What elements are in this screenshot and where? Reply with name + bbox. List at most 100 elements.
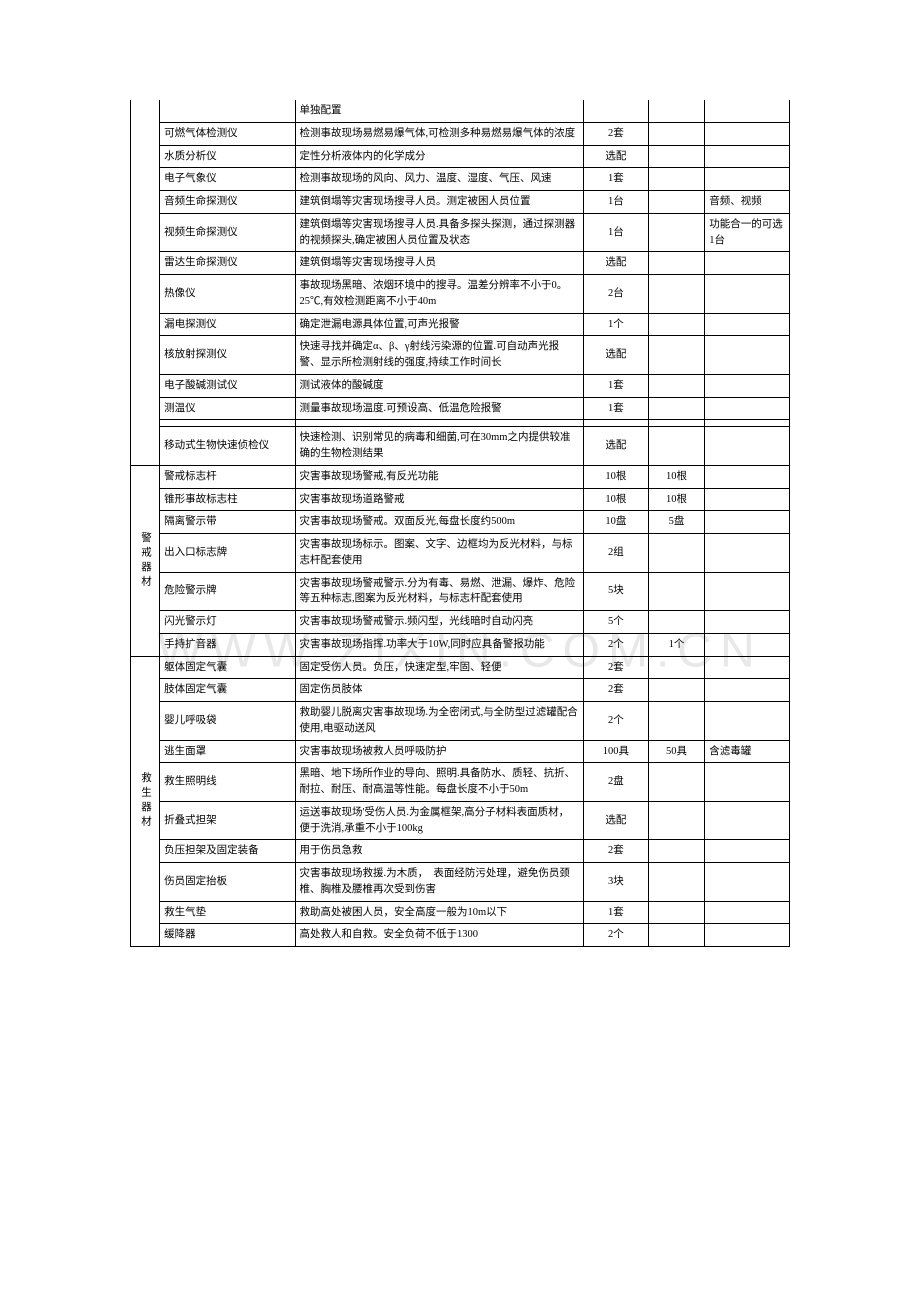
qty1-cell: 5个 <box>583 611 648 634</box>
qty2-cell <box>648 924 705 947</box>
name-cell: 移动式生物快速侦检仪 <box>160 427 295 466</box>
category-cell <box>131 100 160 465</box>
table-row: 锥形事故标志柱灾害事故现场道路警戒10根10根 <box>131 488 790 511</box>
qty2-cell: 1个 <box>648 633 705 656</box>
qty2-cell <box>648 863 705 902</box>
qty1-cell: 2套 <box>583 840 648 863</box>
qty1-cell: 10盘 <box>583 511 648 534</box>
table-row: 救生气垫救助高处被困人员，安全高度一般为10m以下1套 <box>131 901 790 924</box>
table-row: 电子气象仪检测事故现场的风向、风力、温度、湿度、气压、风速1套 <box>131 168 790 191</box>
note-cell <box>705 397 790 420</box>
note-cell <box>705 420 790 427</box>
table-row: 婴儿呼吸袋救助婴儿脱离灾害事故现场.为全密闭式,与全防型过滤罐配合使用,电驱动送… <box>131 702 790 741</box>
note-cell <box>705 275 790 314</box>
name-cell <box>160 100 295 122</box>
qty1-cell: 1台 <box>583 191 648 214</box>
description-cell: 灾害事故现场标示。图案、文字、边框均为反光材料，与标志杆配套使用 <box>295 534 583 573</box>
note-cell <box>705 427 790 466</box>
description-cell: 事故现场黑暗、浓烟环境中的搜寻。温差分辨率不小于0。25℃,有效检测距离不小于4… <box>295 275 583 314</box>
table-row: 逃生面罩灾害事故现场被救人员呼吸防护100具50具含滤毒罐 <box>131 740 790 763</box>
table-row: 缓降器高处救人和自救。安全负荷不低于13002个 <box>131 924 790 947</box>
note-cell <box>705 168 790 191</box>
table-row: 漏电探测仪确定泄漏电源具体位置,可声光报警1个 <box>131 313 790 336</box>
name-cell: 伤员固定抬板 <box>160 863 295 902</box>
note-cell <box>705 336 790 375</box>
description-cell: 灾害事故现场警戒,有反光功能 <box>295 465 583 488</box>
table-row: 视频生命探测仪建筑倒塌等灾害现场搜寻人员.具备多探头探测，通过探测器的视频探头,… <box>131 213 790 252</box>
table-row: 测温仪测量事故现场温度.可预设高、低温危险报警1套 <box>131 397 790 420</box>
qty2-cell: 10根 <box>648 488 705 511</box>
description-cell: 用于伤员急救 <box>295 840 583 863</box>
description-cell: 建筑倒塌等灾害现场搜寻人员.具备多探头探测，通过探测器的视频探头,确定被困人员位… <box>295 213 583 252</box>
qty2-cell <box>648 801 705 840</box>
table-row: 负压担架及固定装备用于伤员急救2套 <box>131 840 790 863</box>
table-row: 肢体固定气囊固定伤员肢体2套 <box>131 679 790 702</box>
qty2-cell <box>648 534 705 573</box>
qty1-cell: 1套 <box>583 901 648 924</box>
qty1-cell: 2个 <box>583 924 648 947</box>
name-cell: 危险警示牌 <box>160 572 295 611</box>
qty2-cell <box>648 374 705 397</box>
qty1-cell: 选配 <box>583 336 648 375</box>
name-cell: 雷达生命探测仪 <box>160 252 295 275</box>
note-cell <box>705 863 790 902</box>
note-cell <box>705 145 790 168</box>
description-cell: 救助婴儿脱离灾害事故现场.为全密闭式,与全防型过滤罐配合使用,电驱动送风 <box>295 702 583 741</box>
description-cell: 运送事故现场'受伤人员.为金属框架,高分子材料表面质材，便于洗消,承重不小于10… <box>295 801 583 840</box>
qty2-cell <box>648 840 705 863</box>
description-cell: 快速检测、识别常见的病毒和细菌,可在30mm之内提供较准确的生物检测结果 <box>295 427 583 466</box>
name-cell: 热像仪 <box>160 275 295 314</box>
qty1-cell: 1套 <box>583 397 648 420</box>
note-cell <box>705 656 790 679</box>
name-cell: 警戒标志杆 <box>160 465 295 488</box>
qty2-cell <box>648 100 705 122</box>
name-cell: 电子气象仪 <box>160 168 295 191</box>
description-cell: 建筑倒塌等灾害现场搜寻人员。测定被困人员位置 <box>295 191 583 214</box>
table-row: 警戒器材警戒标志杆灾害事故现场警戒,有反光功能10根10根 <box>131 465 790 488</box>
table-row: 折叠式担架运送事故现场'受伤人员.为金属框架,高分子材料表面质材，便于洗消,承重… <box>131 801 790 840</box>
name-cell: 躯体固定气囊 <box>160 656 295 679</box>
name-cell: 折叠式担架 <box>160 801 295 840</box>
name-cell: 锥形事故标志柱 <box>160 488 295 511</box>
qty2-cell <box>648 611 705 634</box>
qty1-cell: 选配 <box>583 252 648 275</box>
note-cell <box>705 122 790 145</box>
name-cell: 救生气垫 <box>160 901 295 924</box>
table-row: 单独配置 <box>131 100 790 122</box>
qty2-cell <box>648 702 705 741</box>
qty1-cell: 选配 <box>583 801 648 840</box>
qty1-cell: 1个 <box>583 313 648 336</box>
qty1-cell: 10根 <box>583 465 648 488</box>
description-cell: 救助高处被困人员，安全高度一般为10m以下 <box>295 901 583 924</box>
qty1-cell: 2套 <box>583 679 648 702</box>
name-cell: 肢体固定气囊 <box>160 679 295 702</box>
note-cell <box>705 702 790 741</box>
qty1-cell: 1台 <box>583 213 648 252</box>
note-cell <box>705 679 790 702</box>
note-cell <box>705 633 790 656</box>
name-cell: 水质分析仪 <box>160 145 295 168</box>
note-cell <box>705 465 790 488</box>
qty1-cell: 2套 <box>583 122 648 145</box>
description-cell: 建筑倒塌等灾害现场搜寻人员 <box>295 252 583 275</box>
name-cell: 核放射探测仪 <box>160 336 295 375</box>
table-row: 危险警示牌灾害事故现场警戒警示.分为有毒、易燃、泄漏、爆炸、危险等五种标志,图案… <box>131 572 790 611</box>
note-cell <box>705 801 790 840</box>
note-cell <box>705 374 790 397</box>
description-cell: 固定伤员肢体 <box>295 679 583 702</box>
note-cell <box>705 611 790 634</box>
category-cell: 警戒器材 <box>131 465 160 656</box>
name-cell: 闪光警示灯 <box>160 611 295 634</box>
qty2-cell <box>648 572 705 611</box>
qty2-cell <box>648 679 705 702</box>
description-cell: 灾害事故现场被救人员呼吸防护 <box>295 740 583 763</box>
table-row: 电子酸碱测试仪测试液体的酸碱度1套 <box>131 374 790 397</box>
note-cell <box>705 313 790 336</box>
name-cell: 缓降器 <box>160 924 295 947</box>
qty2-cell <box>648 420 705 427</box>
description-cell: 灾害事故现场警戒警示.分为有毒、易燃、泄漏、爆炸、危险等五种标志,图案为反光材料… <box>295 572 583 611</box>
description-cell: 灾害事故现场救援.为木质， 表面经防污处理，避免伤员颈椎、胸椎及腰椎再次受到伤害 <box>295 863 583 902</box>
note-cell <box>705 252 790 275</box>
table-row: 雷达生命探测仪建筑倒塌等灾害现场搜寻人员选配 <box>131 252 790 275</box>
table-row: 伤员固定抬板灾害事故现场救援.为木质， 表面经防污处理，避免伤员颈椎、胸椎及腰椎… <box>131 863 790 902</box>
